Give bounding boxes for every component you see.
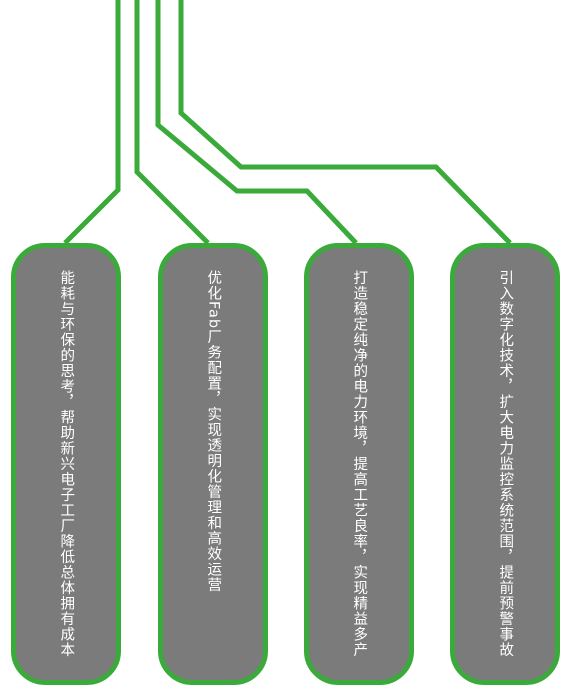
item-label-4: 引入数字化技术，扩大电力监控系统范围，提前预警事故 bbox=[497, 270, 514, 658]
connector-line-2 bbox=[134, 0, 210, 245]
item-label-3: 打造稳定纯净的电力环境，提高工艺良率，实现精益多产 bbox=[351, 270, 368, 658]
connector-line-1 bbox=[63, 0, 121, 245]
item-box-4: 引入数字化技术，扩大电力监控系统范围，提前预警事故 bbox=[450, 243, 560, 685]
item-box-2: 优化Fab厂务配置，实现透明化管理和高效运营 bbox=[158, 243, 268, 685]
item-box-3: 打造稳定纯净的电力环境，提高工艺良率，实现精益多产 bbox=[304, 243, 414, 685]
connector-line-4 bbox=[178, 0, 512, 245]
item-label-1: 能耗与环保的思考，帮助新兴电子工厂降低总体拥有成本 bbox=[58, 270, 75, 658]
item-box-1: 能耗与环保的思考，帮助新兴电子工厂降低总体拥有成本 bbox=[11, 243, 121, 685]
connector-line-3 bbox=[155, 0, 358, 245]
item-label-2: 优化Fab厂务配置，实现透明化管理和高效运营 bbox=[205, 270, 222, 593]
